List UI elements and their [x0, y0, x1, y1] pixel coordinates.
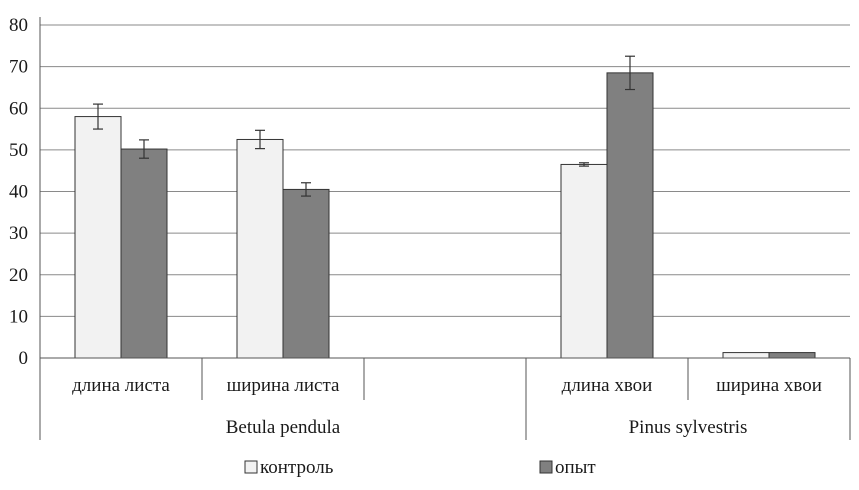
y-tick-label: 50 — [9, 140, 28, 161]
error-bar — [301, 182, 311, 197]
error-bar — [93, 103, 103, 130]
gridlines — [40, 24, 850, 317]
legend-swatch — [539, 460, 553, 474]
bar-control — [722, 352, 770, 359]
group-label: Betula pendula — [226, 417, 341, 438]
legend: контроль опыт — [244, 457, 596, 478]
group-label: Pinus sylvestris — [629, 417, 748, 438]
error-bar — [579, 162, 589, 167]
x-axis: длина листа ширина листа длина хвои ширина … — [39, 17, 851, 440]
y-tick-label: 80 — [9, 15, 28, 36]
y-tick-label: 10 — [9, 306, 28, 327]
y-axis-ticks: 0 10 20 30 40 50 60 70 80 — [9, 15, 28, 369]
bar-experiment — [768, 352, 816, 359]
category-label: длина хвои — [562, 375, 653, 396]
legend-item: контроль — [244, 457, 334, 478]
legend-swatch — [244, 460, 258, 474]
legend-label: контроль — [260, 457, 334, 478]
y-tick-label: 40 — [9, 182, 28, 203]
bar-experiment — [120, 148, 168, 359]
error-bars — [93, 55, 635, 197]
bars — [74, 72, 816, 359]
y-tick-label: 30 — [9, 223, 28, 244]
category-label: ширина листа — [227, 375, 340, 396]
y-tick-label: 70 — [9, 57, 28, 78]
category-label: длина листа — [72, 375, 170, 396]
bar-control — [236, 138, 284, 359]
bar-experiment — [282, 188, 330, 359]
legend-label: опыт — [555, 457, 596, 478]
bar-experiment — [606, 72, 654, 359]
y-tick-label: 0 — [19, 348, 29, 369]
legend-item: опыт — [539, 457, 596, 478]
bar-control — [74, 116, 122, 359]
category-label: ширина хвои — [716, 375, 822, 396]
y-tick-label: 20 — [9, 265, 28, 286]
error-bar — [625, 55, 635, 91]
error-bar — [139, 139, 149, 159]
y-tick-label: 60 — [9, 98, 28, 119]
bar-control — [560, 163, 608, 359]
error-bar — [255, 129, 265, 150]
